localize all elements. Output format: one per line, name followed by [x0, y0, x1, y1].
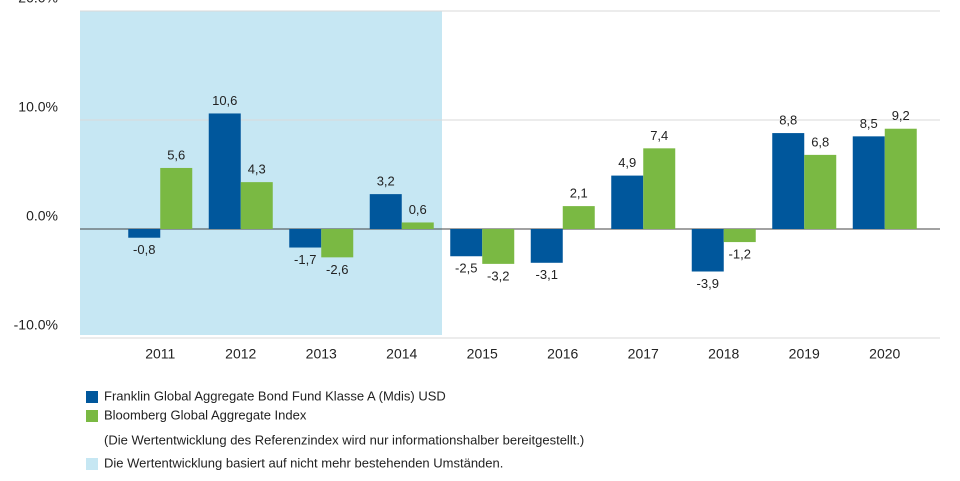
- y-tick-label: 10.0%: [18, 99, 58, 115]
- bar: [611, 175, 644, 229]
- legend-label: Bloomberg Global Aggregate Index: [104, 407, 307, 422]
- bar: [643, 148, 676, 229]
- data-label: 4,9: [618, 155, 636, 170]
- data-label: -2,5: [455, 261, 477, 276]
- bar: [804, 154, 837, 229]
- x-tick-label: 2012: [225, 346, 256, 362]
- x-tick-label: 2018: [708, 346, 739, 362]
- legend-swatch: [86, 458, 98, 470]
- legend-label: Franklin Global Aggregate Bond Fund Klas…: [104, 388, 446, 403]
- data-label: 6,8: [811, 134, 829, 149]
- bar: [691, 229, 724, 272]
- bar: [289, 229, 322, 248]
- data-label: 5,6: [167, 147, 185, 162]
- bar: [208, 113, 241, 229]
- bar: [530, 229, 563, 263]
- bar: [482, 229, 515, 264]
- x-tick-label: 2016: [547, 346, 578, 362]
- data-label: -3,1: [536, 267, 558, 282]
- data-label: 8,5: [860, 116, 878, 131]
- data-label: -2,6: [326, 262, 348, 277]
- data-label: 0,6: [409, 202, 427, 217]
- y-tick-label: 20.0%: [18, 0, 58, 6]
- y-tick-label: 0.0%: [26, 208, 58, 224]
- bar: [723, 229, 756, 243]
- data-label: -1,7: [294, 252, 316, 267]
- data-label: 3,2: [377, 174, 395, 189]
- x-tick-label: 2014: [386, 346, 417, 362]
- y-tick-label: -10.0%: [14, 317, 58, 333]
- data-label: -3,9: [697, 276, 719, 291]
- shaded-region: [80, 11, 442, 335]
- data-label: 9,2: [892, 108, 910, 123]
- x-tick-label: 2019: [789, 346, 820, 362]
- x-tick-label: 2013: [306, 346, 337, 362]
- x-tick-label: 2011: [145, 346, 175, 362]
- legend-note: (Die Wertentwicklung des Referenzindex w…: [104, 432, 584, 447]
- legend-swatch: [86, 410, 98, 422]
- bar: [240, 182, 273, 229]
- data-label: -3,2: [487, 268, 509, 283]
- data-label: 10,6: [212, 93, 237, 108]
- bar: [884, 128, 917, 229]
- bar: [562, 206, 595, 229]
- bar: [852, 136, 885, 229]
- bar: [369, 194, 402, 229]
- x-tick-label: 2017: [628, 346, 659, 362]
- data-label: 4,3: [248, 162, 266, 177]
- bar: [128, 229, 161, 238]
- x-tick-label: 2015: [467, 346, 498, 362]
- bar: [321, 229, 354, 258]
- legend-swatch: [86, 391, 98, 403]
- bar: [772, 133, 805, 229]
- bar: [450, 229, 483, 257]
- data-label: 2,1: [570, 186, 588, 201]
- x-tick-label: 2020: [869, 346, 900, 362]
- data-label: -0,8: [133, 242, 155, 257]
- data-label: -1,2: [729, 247, 751, 262]
- legend-label: Die Wertentwicklung basiert auf nicht me…: [104, 455, 503, 470]
- data-label: 8,8: [779, 113, 797, 128]
- bar: [401, 222, 434, 229]
- data-label: 7,4: [650, 128, 668, 143]
- bar: [160, 167, 193, 229]
